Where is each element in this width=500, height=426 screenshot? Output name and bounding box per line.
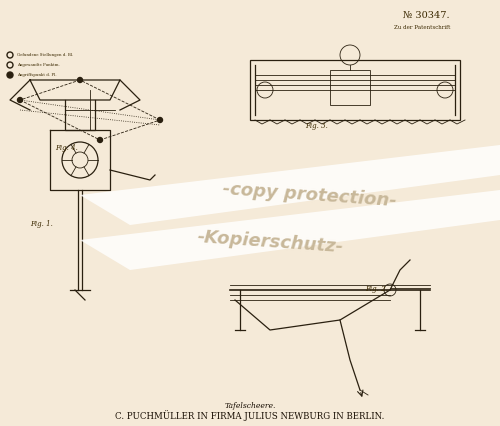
Text: Fig. 3.: Fig. 3. xyxy=(305,122,328,130)
Text: Fig. 1.: Fig. 1. xyxy=(30,220,53,228)
Circle shape xyxy=(78,78,82,83)
Text: Angewandte Punktm.: Angewandte Punktm. xyxy=(17,63,60,67)
Text: C. PUCHMÜLLER IN FIRMA JULIUS NEWBURG IN BERLIN.: C. PUCHMÜLLER IN FIRMA JULIUS NEWBURG IN… xyxy=(116,410,384,421)
Text: № 30347.: № 30347. xyxy=(404,11,450,20)
Circle shape xyxy=(18,98,22,103)
Text: Gefundene Stellungen d. Bl.: Gefundene Stellungen d. Bl. xyxy=(17,53,74,57)
Text: -Kopierschutz-: -Kopierschutz- xyxy=(196,228,344,256)
Text: Tafelscheere.: Tafelscheere. xyxy=(224,402,276,410)
Text: Fig. 2.: Fig. 2. xyxy=(365,285,388,293)
Polygon shape xyxy=(80,145,500,225)
Circle shape xyxy=(7,72,13,78)
Text: -copy protection-: -copy protection- xyxy=(222,180,398,210)
Text: Zu der Patentschrift: Zu der Patentschrift xyxy=(394,25,450,30)
Circle shape xyxy=(158,118,162,123)
Polygon shape xyxy=(80,190,500,270)
Text: Fig. 4.: Fig. 4. xyxy=(55,144,78,152)
Circle shape xyxy=(98,138,102,143)
Text: Angriffspunkt d. Pl.: Angriffspunkt d. Pl. xyxy=(17,73,56,77)
